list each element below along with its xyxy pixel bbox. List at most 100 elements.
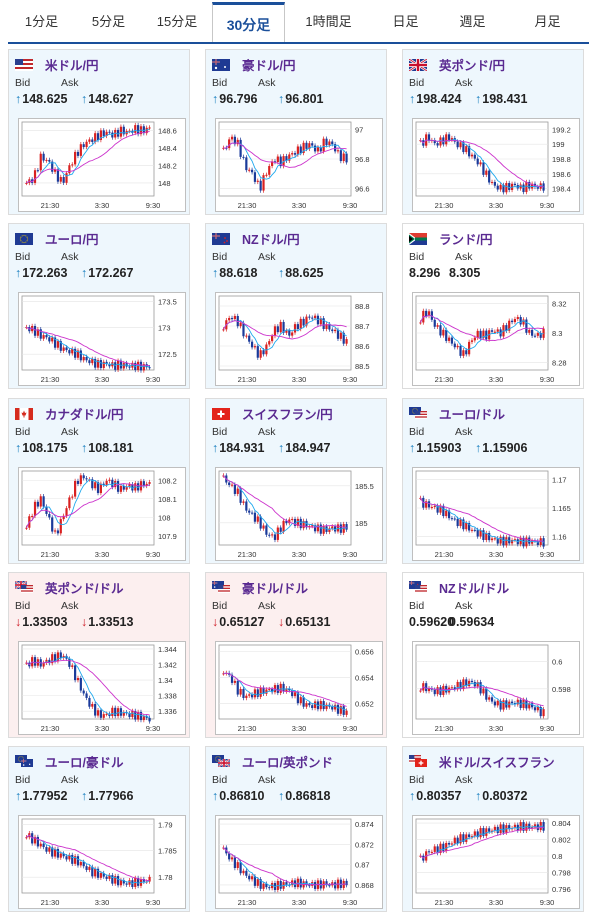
rate-panel[interactable]: 米ドル/円 Bid Ask ↑148.625 ↑148.627 148.6 148.4 148… xyxy=(8,49,190,215)
mini-candlestick-chart[interactable]: 1.79 1.785 1.78 21:30 3:30 9:30 xyxy=(18,815,186,909)
pair-name[interactable]: NZドル/円 xyxy=(242,232,300,247)
ask-value: ↓1.33513 xyxy=(81,615,133,629)
rate-panel[interactable]: 英ポンド/円 Bid Ask ↑198.424 ↑198.431 199.2 199 198.… xyxy=(402,49,584,215)
pair-name[interactable]: 米ドル/スイスフラン xyxy=(439,755,555,770)
rate-panel[interactable]: スイスフラン/円 Bid Ask ↑184.931 ↑184.947 185.5 185 21… xyxy=(205,398,387,564)
mini-candlestick-chart[interactable]: 173.5 173 172.5 21:30 3:30 9:30 xyxy=(18,292,186,386)
candle xyxy=(285,688,288,692)
rate-panel[interactable]: 米ドル/スイスフラン Bid Ask ↑0.80357 ↑0.80372 0.804 0.8… xyxy=(402,746,584,912)
mini-candlestick-chart[interactable]: 8.32 8.3 8.28 21:30 3:30 9:30 xyxy=(412,292,580,386)
arrow-up-icon: ↑ xyxy=(212,789,219,803)
y-tick-label: 1.336 xyxy=(158,707,177,716)
x-tick-label: 3:30 xyxy=(489,550,504,559)
panel-title[interactable]: 英ポンド/円 xyxy=(408,57,505,73)
candle xyxy=(291,518,294,520)
tab-1[interactable]: 5分足 xyxy=(91,14,126,29)
mini-candlestick-chart[interactable]: 1.344 1.342 1.34 1.338 1.336 21:30 3:30 9:30 xyxy=(18,641,186,735)
pair-name[interactable]: ユーロ/豪ドル xyxy=(45,755,124,770)
candle xyxy=(265,883,268,888)
candle xyxy=(248,510,251,513)
mini-candlestick-chart[interactable]: 97 96.8 96.6 21:30 3:30 9:30 xyxy=(215,118,383,212)
panel-title[interactable]: ユーロ/豪ドル xyxy=(15,754,124,770)
mini-candlestick-chart[interactable]: 108.2 108.1 108 107.9 21:30 3:30 9:30 xyxy=(18,467,186,561)
rate-panel[interactable]: 豪ドル/円 Bid Ask ↑96.796 ↑96.801 97 96.8 96.6 21:30… xyxy=(205,49,387,215)
candle xyxy=(499,536,502,544)
panel-title[interactable]: ユーロ/英ポンド xyxy=(212,754,333,770)
panel-title[interactable]: NZドル/ドル xyxy=(409,580,510,596)
candle xyxy=(99,130,102,141)
pair-name[interactable]: 英ポンド/円 xyxy=(439,58,505,73)
tab-4[interactable]: 1時間足 xyxy=(305,14,352,29)
mini-candlestick-chart[interactable]: 0.804 0.802 0.8 0.798 0.796 21:30 3:30 9:30 xyxy=(412,815,580,909)
mini-candlestick-chart[interactable]: 88.8 88.7 88.6 88.5 21:30 3:30 9:30 xyxy=(215,292,383,386)
panel-title[interactable]: 豪ドル/円 xyxy=(212,57,296,73)
tab-6[interactable]: 週足 xyxy=(459,14,486,29)
pair-name[interactable]: 米ドル/円 xyxy=(45,58,99,73)
panel-title[interactable]: ランド/円 xyxy=(409,231,493,247)
candle xyxy=(142,716,145,721)
tab-5[interactable]: 日足 xyxy=(392,14,419,29)
panel-title[interactable]: 米ドル/スイスフラン xyxy=(409,754,555,770)
pair-name[interactable]: ユーロ/ドル xyxy=(439,407,505,422)
mini-candlestick-chart[interactable]: 1.17 1.165 1.16 21:30 3:30 9:30 xyxy=(412,467,580,561)
arrow-up-icon: ↑ xyxy=(81,789,88,803)
rate-panel[interactable]: ユーロ/ドル Bid Ask ↑1.15903 ↑1.15906 1.17 1.165 1.1… xyxy=(402,398,584,564)
candle xyxy=(256,689,259,697)
panel-title[interactable]: ユーロ/ドル xyxy=(409,406,505,422)
panel-title[interactable]: 豪ドル/ドル xyxy=(212,580,308,596)
candle xyxy=(465,350,468,355)
pair-name[interactable]: ユーロ/円 xyxy=(45,232,99,247)
rate-panel[interactable]: ユーロ/英ポンド Bid Ask ↑0.86810 ↑0.86818 0.874 0.872… xyxy=(205,746,387,912)
candle xyxy=(325,881,328,886)
candle xyxy=(453,343,456,348)
rate-panel[interactable]: ユーロ/豪ドル Bid Ask ↑1.77952 ↑1.77966 1.79 1.785 1.… xyxy=(8,746,190,912)
panel-title[interactable]: スイスフラン/円 xyxy=(212,406,333,422)
mini-candlestick-chart[interactable]: 148.6 148.4 148.2 148 21:30 3:30 9:30 xyxy=(18,118,186,212)
pair-name[interactable]: 英ポンド/ドル xyxy=(45,581,124,596)
rate-panel[interactable]: NZドル/ドル Bid Ask 0.59620 0.59634 0.6 0.598 21:30… xyxy=(402,572,584,738)
candle xyxy=(468,146,471,157)
tab-7[interactable]: 月足 xyxy=(534,14,561,29)
panel-title[interactable]: ユーロ/円 xyxy=(15,231,99,247)
candle xyxy=(39,329,42,339)
pair-name[interactable]: スイスフラン/円 xyxy=(242,407,333,422)
mini-candlestick-chart[interactable]: 0.6 0.598 21:30 3:30 9:30 xyxy=(412,641,580,735)
rate-panel[interactable]: ユーロ/円 Bid Ask ↑172.263 ↑172.267 173.5 173 172.5… xyxy=(8,223,190,389)
arrow-up-icon: ↑ xyxy=(278,92,285,106)
tab-0[interactable]: 1分足 xyxy=(24,14,59,29)
rate-panel[interactable]: ランド/円 Bid Ask 8.296 8.305 8.32 8.3 8.28 21:30 3:3… xyxy=(402,223,584,389)
candle xyxy=(279,880,282,889)
rate-panel[interactable]: NZドル/円 Bid Ask ↑88.618 ↑88.625 88.8 88.7 88.6 88… xyxy=(205,223,387,389)
pair-name[interactable]: カナダドル/円 xyxy=(45,407,124,422)
candle xyxy=(453,687,456,690)
panel-title[interactable]: NZドル/円 xyxy=(212,231,300,247)
mini-candlestick-chart[interactable]: 199.2 199 198.8 198.6 198.4 21:30 3:30 9:30 xyxy=(412,118,580,212)
x-tick-label: 21:30 xyxy=(435,550,454,559)
panel-title[interactable]: 米ドル/円 xyxy=(15,57,99,73)
rate-panel[interactable]: 豪ドル/ドル Bid Ask ↓0.65127 ↓0.65131 0.656 0.654 0.… xyxy=(205,572,387,738)
pair-name[interactable]: ランド/円 xyxy=(439,232,493,247)
tab-2[interactable]: 15分足 xyxy=(156,14,198,29)
candle xyxy=(479,682,482,694)
ask-text: 184.947 xyxy=(285,441,331,455)
ask-label: Ask xyxy=(455,77,473,89)
candle xyxy=(485,828,488,836)
x-tick-label: 21:30 xyxy=(41,724,60,733)
candle xyxy=(313,701,317,708)
panel-title[interactable]: 英ポンド/ドル xyxy=(15,580,124,596)
pair-name[interactable]: ユーロ/英ポンド xyxy=(242,755,333,770)
candle xyxy=(528,329,531,333)
mini-candlestick-chart[interactable]: 185.5 185 21:30 3:30 9:30 xyxy=(215,467,383,561)
candle xyxy=(74,480,77,497)
mini-candlestick-chart[interactable]: 0.656 0.654 0.652 21:30 3:30 9:30 xyxy=(215,641,383,735)
pair-name[interactable]: NZドル/ドル xyxy=(439,581,510,596)
panel-title[interactable]: カナダドル/円 xyxy=(15,406,124,422)
rate-panel[interactable]: 英ポンド/ドル Bid Ask ↓1.33503 ↓1.33513 1.344 1.342 1… xyxy=(8,572,190,738)
rate-panel[interactable]: カナダドル/円 Bid Ask ↑108.175 ↑108.181 108.2 108.1 1… xyxy=(8,398,190,564)
tab-3[interactable]: 30分足 xyxy=(212,2,285,42)
candle xyxy=(436,846,439,853)
pair-name[interactable]: 豪ドル/ドル xyxy=(242,581,308,596)
mini-candlestick-chart[interactable]: 0.874 0.872 0.87 0.868 21:30 3:30 9:30 xyxy=(215,815,383,909)
pair-name[interactable]: 豪ドル/円 xyxy=(242,58,296,73)
arrow-up-icon: ↑ xyxy=(212,441,219,455)
